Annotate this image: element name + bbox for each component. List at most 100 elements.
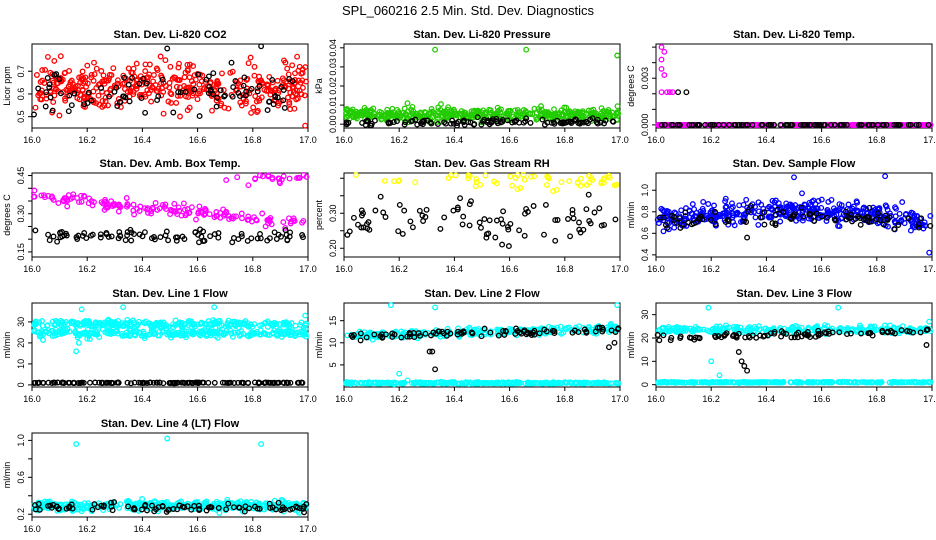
y-tick-label: 0.8: [640, 206, 650, 219]
data-point: [922, 222, 928, 229]
data-point: [280, 97, 287, 104]
data-point: [855, 379, 862, 386]
data-point: [807, 121, 814, 128]
data-point: [378, 331, 385, 338]
data-point: [783, 330, 790, 337]
data-point: [542, 201, 549, 208]
data-point: [37, 90, 44, 97]
data-point: [715, 379, 722, 386]
outlier-point: [396, 370, 403, 377]
data-point: [517, 185, 524, 191]
data-point: [445, 104, 452, 111]
x-tick-label: 16.4: [134, 135, 152, 145]
data-point: [745, 208, 752, 215]
data-point: [768, 121, 774, 128]
data-point: [289, 62, 296, 69]
data-point: [583, 206, 590, 213]
y-tick-label: 0.7: [16, 65, 26, 78]
data-point: [210, 70, 217, 77]
data-point: [213, 320, 220, 327]
data-point: [179, 233, 186, 240]
data-point: [219, 379, 226, 386]
data-point: [203, 507, 210, 514]
data-point: [702, 121, 709, 128]
data-point: [108, 503, 115, 510]
outlier-point: [92, 327, 99, 334]
data-point: [139, 380, 146, 387]
panel-title: Stan. Dev. Gas Stream RH: [414, 158, 550, 170]
y-tick-label: 0.4: [640, 249, 650, 262]
data-point: [184, 503, 191, 510]
x-tick-label: 16.0: [23, 394, 41, 404]
data-point: [504, 111, 511, 118]
data-point: [229, 68, 236, 75]
data-point: [359, 119, 366, 126]
x-tick-label: 16.6: [189, 524, 207, 534]
data-point: [282, 227, 289, 234]
data-point: [865, 330, 872, 337]
data-point: [843, 378, 850, 385]
data-point: [256, 505, 263, 512]
y-tick-label: 0.02: [328, 77, 338, 95]
data-point: [409, 224, 416, 231]
data-point: [101, 321, 108, 328]
data-point: [273, 236, 280, 242]
data-point: [561, 120, 568, 126]
data-point: [539, 116, 546, 123]
y-tick-label: 0.6: [16, 471, 26, 484]
data-point: [439, 109, 446, 116]
data-point: [31, 319, 38, 326]
data-point: [448, 107, 455, 114]
data-point: [777, 218, 784, 225]
data-point: [270, 101, 277, 108]
data-point: [481, 325, 488, 332]
data-point: [142, 501, 149, 508]
data-point: [907, 121, 914, 128]
data-point: [427, 109, 434, 116]
data-point: [44, 75, 51, 81]
data-point: [607, 113, 614, 120]
data-point: [37, 96, 44, 103]
data-point: [167, 63, 174, 70]
data-point: [113, 327, 120, 334]
data-point: [278, 329, 285, 336]
data-point: [789, 204, 796, 211]
data-point: [66, 503, 73, 510]
data-point: [726, 121, 733, 128]
data-point: [75, 232, 82, 239]
data-point: [139, 503, 146, 510]
data-point: [891, 218, 898, 225]
data-point: [70, 319, 77, 326]
data-point: [205, 379, 212, 386]
x-tick-label: 17.0: [923, 135, 936, 145]
data-point: [824, 214, 830, 221]
data-point: [744, 121, 751, 128]
data-point: [221, 212, 227, 219]
data-point: [891, 226, 898, 233]
data-point: [302, 320, 309, 327]
data-point: [428, 106, 435, 112]
data-point: [265, 220, 272, 227]
data-point: [614, 380, 621, 387]
x-tick-label: 16.6: [813, 264, 831, 274]
data-point: [154, 97, 161, 104]
data-point: [660, 228, 667, 235]
data-point: [275, 499, 282, 506]
data-point: [438, 101, 444, 108]
data-point: [416, 379, 423, 386]
data-point: [372, 207, 379, 214]
outlier-point: [78, 306, 85, 313]
outlier-point: [432, 366, 439, 373]
data-point: [743, 327, 749, 334]
data-point: [141, 229, 148, 236]
data-point: [428, 379, 435, 386]
data-point: [444, 325, 451, 332]
data-point: [278, 233, 284, 240]
data-point: [64, 203, 71, 210]
outlier-point: [661, 48, 668, 55]
x-tick-label: 16.0: [647, 264, 665, 274]
data-point: [568, 326, 574, 333]
data-point: [788, 121, 795, 128]
outlier-point: [666, 89, 673, 96]
data-point: [550, 188, 557, 195]
